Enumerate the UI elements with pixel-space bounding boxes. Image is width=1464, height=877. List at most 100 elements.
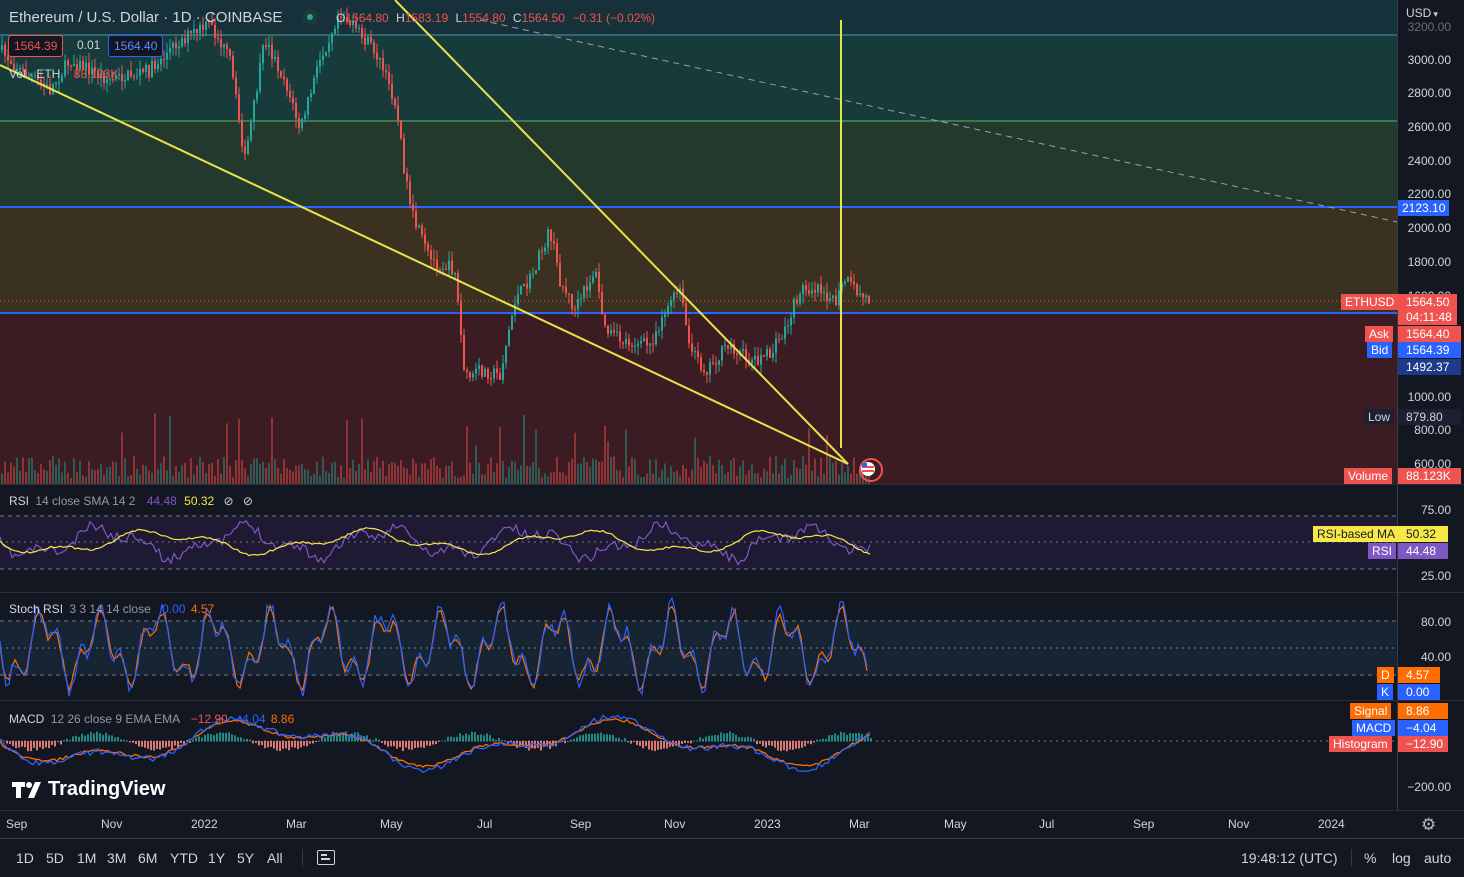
symbol-header[interactable]: Ethereum / U.S. Dollar · 1D · COINBASE [9,9,282,26]
candle-body [595,271,597,277]
tradingview-logo[interactable]: TradingView [12,778,165,801]
market-status-dot[interactable] [302,9,318,25]
volume-bar [340,465,342,484]
macd-hist-bar [597,733,599,742]
volume-bar [499,427,501,484]
timeframe-6m[interactable]: 6M [138,850,158,866]
timeframe-5y[interactable]: 5Y [237,850,255,866]
buy-button[interactable]: 1564.40 [108,35,164,57]
candle-body [616,331,618,333]
volume-bar [28,458,30,484]
volume-bar [133,456,135,484]
timeframe-5d[interactable]: 5D [46,850,64,866]
sell-button[interactable]: 1564.39 [8,35,64,57]
candle-body [349,21,351,26]
timeframe-1m[interactable]: 1M [77,850,97,866]
date-range-icon[interactable] [317,850,335,865]
candle-body [367,36,369,45]
candle-body [136,75,138,77]
symbol-title[interactable]: Ethereum / U.S. Dollar · 1D · COINBASE [9,9,283,26]
percent-toggle[interactable]: % [1364,850,1377,866]
macd-hist-bar [162,741,164,748]
volume-bar [664,463,666,484]
candle-body [439,269,441,271]
timeframe-1d[interactable]: 1D [16,850,34,866]
visibility-off-icon[interactable]: ⊘ [223,494,234,508]
main-price-pane[interactable]: Ethereum / U.S. Dollar · 1D · COINBASE O… [0,0,1397,484]
macd-hist-bar [471,731,473,742]
volume-bar [415,463,417,484]
timeframe-3m[interactable]: 3M [107,850,127,866]
rsi-chart-svg [0,515,1397,570]
stoch-scale[interactable]: 80.00 40.00 [1397,593,1464,700]
candle-body [379,58,381,60]
macd-legend[interactable]: MACD 12 26 close 9 EMA EMA −12.90 −4.04 … [9,712,295,726]
us-flag-event-icon[interactable] [859,458,883,482]
macd-hist-bar [798,741,800,749]
rsi-scale[interactable]: 75.00 25.00 [1397,485,1464,592]
volume-bar [397,465,399,484]
macd-hist-bar [468,734,470,742]
timeframe-1y[interactable]: 1Y [208,850,226,866]
stoch-legend[interactable]: Stoch RSI 3 3 14 14 close 0.00 4.57 [9,602,215,616]
utc-clock[interactable]: 19:48:12 (UTC) [1241,850,1338,866]
candle-body [37,75,39,80]
volume-bar [391,462,393,484]
candle-body [238,94,240,121]
pane-divider[interactable] [0,700,1464,701]
candle-body [166,52,168,60]
macd-hist-bar [804,741,806,747]
ask-value-tag: 1564.40 [1398,326,1461,342]
volume-bar [61,472,63,484]
macd-hist-bar [846,734,848,742]
timeframe-ytd[interactable]: YTD [170,850,198,866]
macd-hist-bar [351,733,353,742]
macd-scale[interactable]: −200.00 [1397,701,1464,810]
macd-hist-bar [660,741,662,750]
macd-hist-bar [393,741,395,747]
log-toggle[interactable]: log [1392,850,1411,866]
candle-body [856,284,858,296]
candle-body [412,203,414,211]
volume-bar [310,475,312,484]
macd-pane[interactable]: MACD 12 26 close 9 EMA EMA −12.90 −4.04 … [0,701,1397,810]
macd-hist-bar [870,738,872,742]
macd-hist-bar [210,734,212,742]
candle-body [181,38,183,47]
volume-bar [541,477,543,484]
volume-bar [796,467,798,484]
stoch-rsi-pane[interactable]: Stoch RSI 3 3 14 14 close 0.00 4.57 [0,593,1397,700]
timeframe-all[interactable]: All [267,850,283,866]
candle-body [334,28,336,34]
candle-body [394,98,396,106]
volume-bar [148,471,150,484]
candle-body [448,260,450,271]
macd-hist-bar [648,741,650,750]
auto-toggle[interactable]: auto [1424,850,1452,866]
volume-bar [208,464,210,484]
candle-body [340,16,342,19]
rsi-legend[interactable]: RSI 14 close SMA 14 2 44.48 50.32 ⊘ ⊘ [9,494,253,508]
time-axis[interactable]: Sep Nov 2022 Mar May Jul Sep Nov 2023 Ma… [0,811,1397,838]
pane-divider[interactable] [0,484,1464,485]
price-chart-svg[interactable] [0,0,1397,484]
candle-body [478,365,480,369]
settings-gear-icon[interactable]: ⚙ [1421,815,1437,834]
currency-selector[interactable]: USD ▾ [1406,6,1438,20]
volume-legend[interactable]: Vol · ETH 88.123K [9,67,119,81]
pane-divider[interactable] [0,592,1464,593]
candle-body [28,76,30,78]
macd-hist-bar [837,735,839,742]
wedge-lower-trendline[interactable] [0,64,849,465]
rsi-pane[interactable]: RSI 14 close SMA 14 2 44.48 50.32 ⊘ ⊘ [0,485,1397,592]
volume-bar [604,425,606,484]
volume-bar [613,456,615,484]
macd-hist-bar [303,741,305,746]
candle-body [358,28,360,30]
visibility-off-icon[interactable]: ⊘ [242,494,253,508]
pane-divider[interactable] [0,810,1464,811]
wedge-upper-trendline[interactable] [394,0,849,465]
volume-bar [379,467,381,484]
volume-bar [736,475,738,484]
time-label: Sep [6,817,28,831]
